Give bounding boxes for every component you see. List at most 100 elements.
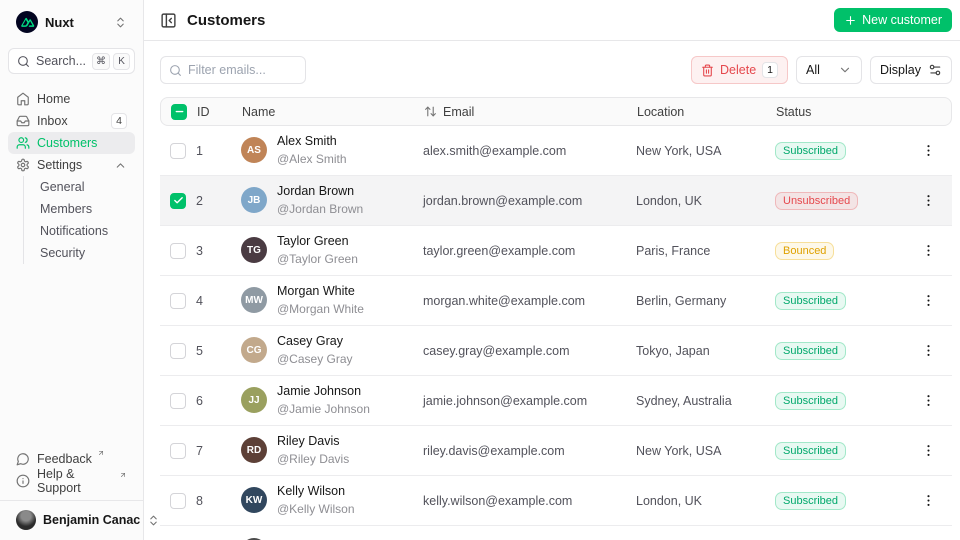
row-actions-button[interactable] <box>916 139 940 163</box>
sidebar: Nuxt Search... ⌘ K Home Inbox 4 Cu <box>0 0 158 540</box>
customer-email: alex.smith@example.com <box>423 143 567 158</box>
status-filter-select[interactable]: All <box>796 56 862 84</box>
customer-location: London, UK <box>636 493 703 508</box>
row-actions-button[interactable] <box>916 439 940 463</box>
customer-email: riley.davis@example.com <box>423 443 565 458</box>
sidebar-item-settings[interactable]: Settings <box>8 154 135 176</box>
column-header-email[interactable]: Email <box>424 105 637 119</box>
search-placeholder: Search... <box>36 54 87 68</box>
sliders-icon <box>929 64 941 76</box>
table-row[interactable]: 2 JB Jordan Brown @Jordan Brown jordan.b… <box>160 176 952 226</box>
sidebar-item-label: Notifications <box>40 224 109 238</box>
row-checkbox[interactable] <box>170 242 186 259</box>
status-badge: Subscribed <box>775 341 847 360</box>
kebab-menu-icon <box>926 445 930 456</box>
filter-emails-input[interactable] <box>188 63 297 77</box>
new-customer-button[interactable]: New customer <box>834 8 952 32</box>
chat-bubble-icon <box>16 453 29 466</box>
table-row[interactable]: 4 MW Morgan White @Morgan White morgan.w… <box>160 276 952 326</box>
table-row[interactable]: 3 TG Taylor Green @Taylor Green taylor.g… <box>160 226 952 276</box>
sidebar-item-feedback[interactable]: Feedback <box>8 448 135 470</box>
row-actions-button[interactable] <box>916 239 940 263</box>
sidebar-item-label: Home <box>37 92 71 106</box>
filter-emails-field[interactable] <box>160 56 306 84</box>
row-id: 3 <box>196 243 203 258</box>
sidebar-item-label: Inbox <box>37 114 68 128</box>
row-checkbox[interactable] <box>170 142 186 159</box>
row-actions-button[interactable] <box>916 289 940 313</box>
row-checkbox[interactable] <box>170 292 186 309</box>
select-all-checkbox[interactable] <box>171 103 187 120</box>
table-row-partial <box>160 526 952 540</box>
customer-location: New York, USA <box>636 143 722 158</box>
row-actions-button[interactable] <box>916 189 940 213</box>
customer-handle: @Casey Gray <box>277 351 353 366</box>
sidebar-item-general[interactable]: General <box>36 176 135 198</box>
column-header-status: Status <box>776 104 812 119</box>
table-row[interactable]: 8 KW Kelly Wilson @Kelly Wilson kelly.wi… <box>160 476 952 526</box>
table-row[interactable]: 6 JJ Jamie Johnson @Jamie Johnson jamie.… <box>160 376 952 426</box>
page-header: Customers New customer <box>144 0 960 41</box>
sidebar-item-label: Members <box>40 202 93 216</box>
customer-handle: @Jamie Johnson <box>277 401 370 416</box>
sidebar-item-customers[interactable]: Customers <box>8 132 135 154</box>
sidebar-item-label: General <box>40 180 85 194</box>
user-menu[interactable]: Benjamin Canac <box>8 508 158 530</box>
row-id: 2 <box>196 193 203 208</box>
plus-icon <box>846 15 855 25</box>
customer-email: morgan.white@example.com <box>423 293 586 308</box>
display-button[interactable]: Display <box>870 56 952 84</box>
toolbar-actions: Delete 1 All Display <box>691 56 952 84</box>
table-row[interactable]: 1 AS Alex Smith @Alex Smith alex.smith@e… <box>160 126 952 176</box>
customer-name: Riley Davis <box>277 434 340 449</box>
customer-avatar: MW <box>241 287 267 314</box>
customer-name: Taylor Green <box>277 234 349 249</box>
customer-avatar: CG <box>241 337 267 364</box>
row-actions-button[interactable] <box>916 339 940 363</box>
customer-avatar <box>241 538 267 540</box>
row-checkbox[interactable] <box>170 492 186 509</box>
customer-avatar: TG <box>241 237 267 264</box>
sidebar-item-notifications[interactable]: Notifications <box>36 220 135 242</box>
sidebar-item-members[interactable]: Members <box>36 198 135 220</box>
customer-email: casey.gray@example.com <box>423 343 570 358</box>
customer-handle: @Riley Davis <box>277 451 350 466</box>
table-header-row: ID Name Email Location Status <box>160 97 952 126</box>
display-label: Display <box>880 63 921 77</box>
sidebar-item-home[interactable]: Home <box>8 88 135 110</box>
customer-location: New York, USA <box>636 443 722 458</box>
delete-button[interactable]: Delete 1 <box>691 56 788 84</box>
customer-handle: @Alex Smith <box>277 151 347 166</box>
row-id: 5 <box>196 343 203 358</box>
check-icon <box>173 197 183 204</box>
delete-count-badge: 1 <box>762 62 778 78</box>
row-actions-button[interactable] <box>916 489 940 513</box>
row-actions-button[interactable] <box>916 389 940 413</box>
content-area: Delete 1 All Display <box>144 41 960 540</box>
sidebar-item-help-support[interactable]: Help & Support <box>8 467 135 495</box>
sidebar-item-security[interactable]: Security <box>36 242 135 264</box>
row-checkbox[interactable] <box>170 342 186 359</box>
row-checkbox[interactable] <box>170 442 186 459</box>
customer-avatar: JJ <box>241 387 267 414</box>
column-header-name: Name <box>242 104 276 119</box>
customer-avatar: KW <box>241 487 267 514</box>
sidebar-item-label: Customers <box>37 136 98 150</box>
row-checkbox[interactable] <box>170 192 186 209</box>
table-row[interactable]: 7 RD Riley Davis @Riley Davis riley.davi… <box>160 426 952 476</box>
table-body: 1 AS Alex Smith @Alex Smith alex.smith@e… <box>160 126 952 540</box>
customer-avatar: RD <box>241 437 267 464</box>
table-row[interactable]: 5 CG Casey Gray @Casey Gray casey.gray@e… <box>160 326 952 376</box>
status-badge: Bounced <box>775 241 835 260</box>
row-checkbox[interactable] <box>170 392 186 409</box>
customer-location: Berlin, Germany <box>636 293 727 308</box>
workspace-switcher[interactable]: Nuxt <box>8 9 135 35</box>
panel-left-icon <box>161 12 176 28</box>
collapse-sidebar-button[interactable] <box>160 12 177 29</box>
user-name: Benjamin Canac <box>43 513 141 527</box>
status-badge: Subscribed <box>775 441 847 460</box>
search-input[interactable]: Search... ⌘ K <box>8 48 135 74</box>
sidebar-item-inbox[interactable]: Inbox 4 <box>8 110 135 132</box>
kbd-k: K <box>113 52 131 70</box>
